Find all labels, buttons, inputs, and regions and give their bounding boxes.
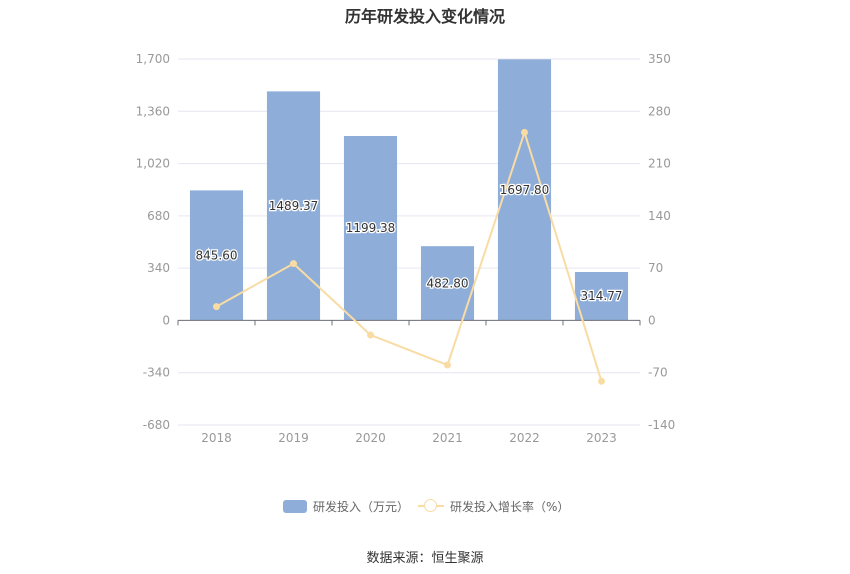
source-note: 数据来源：恒生聚源 (366, 551, 484, 566)
bar (420, 246, 475, 321)
x-tick-label: 2022 (509, 431, 540, 445)
bar-value-label: 1697.80 (500, 183, 550, 197)
legend-item-bar[interactable]: 研发投入（万元） (283, 497, 409, 515)
x-tick-label: 2019 (278, 431, 309, 445)
legend-bar-swatch (283, 499, 307, 513)
growth-point (213, 303, 220, 311)
bar (189, 190, 244, 321)
y-left-tick-label: 0 (162, 313, 170, 327)
y-right-tick-label: -70 (648, 366, 668, 380)
y-left-tick-label: 1,360 (136, 104, 170, 118)
y-left-tick-label: 340 (147, 261, 170, 275)
x-tick-label: 2020 (355, 431, 386, 445)
y-left-tick-label: 1,700 (136, 52, 170, 66)
y-right-tick-label: 0 (648, 313, 656, 327)
bar (574, 272, 629, 321)
growth-point (290, 260, 297, 268)
y-right-tick-label: 280 (648, 104, 671, 118)
legend-item-line[interactable]: 研发投入增长率（%） (418, 497, 569, 515)
legend-bar-label: 研发投入（万元） (313, 499, 410, 514)
chart-title: 历年研发投入变化情况 (344, 7, 505, 26)
growth-point (598, 377, 605, 385)
y-left-tick-label: 680 (147, 209, 170, 223)
bar-value-label: 482.80 (427, 276, 469, 290)
legend-line-label: 研发投入增长率（%） (450, 499, 570, 514)
y-right-tick-label: -140 (648, 418, 675, 432)
y-right-tick-label: 70 (648, 261, 663, 275)
x-tick-label: 2023 (586, 431, 617, 445)
y-left-tick-label: -340 (143, 366, 170, 380)
legend-line-swatch (418, 499, 444, 513)
y-right-tick-label: 140 (648, 209, 671, 223)
growth-point (367, 331, 374, 339)
x-tick-label: 2021 (432, 431, 463, 445)
bar (266, 91, 321, 321)
y-right-tick-label: 210 (648, 157, 671, 171)
bar (343, 135, 398, 321)
bar-value-label: 845.60 (196, 248, 238, 262)
y-left-tick-label: 1,020 (136, 157, 170, 171)
x-tick-label: 2018 (201, 431, 232, 445)
y-left-tick-label: -680 (143, 418, 170, 432)
y-right-tick-label: 350 (648, 52, 671, 66)
growth-point (444, 361, 451, 369)
legend: 研发投入（万元） 研发投入增长率（%） (0, 497, 850, 515)
growth-line (216, 129, 603, 382)
growth-point (521, 128, 528, 136)
bar-value-label: 1199.38 (346, 221, 396, 235)
bar-value-label: 1489.37 (269, 199, 319, 213)
bar-value-label: 314.77 (581, 289, 623, 303)
